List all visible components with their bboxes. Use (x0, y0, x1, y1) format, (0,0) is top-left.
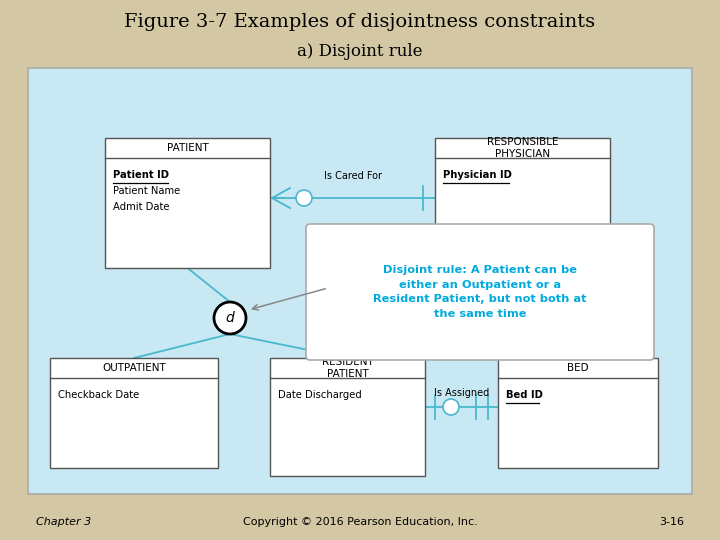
Bar (435, 138, 610, 248)
Text: Figure 3-7 Examples of disjointness constraints: Figure 3-7 Examples of disjointness cons… (125, 13, 595, 31)
Bar (105, 138, 270, 268)
FancyBboxPatch shape (306, 224, 654, 360)
Text: Bed ID: Bed ID (506, 390, 543, 400)
Circle shape (214, 302, 246, 334)
Text: Physician ID: Physician ID (443, 170, 512, 180)
Circle shape (443, 399, 459, 415)
Text: Chapter 3: Chapter 3 (36, 517, 91, 527)
Text: Is Assigned: Is Assigned (434, 388, 489, 398)
Bar (50, 358, 218, 468)
Text: RESPONSIBLE
PHYSICIAN: RESPONSIBLE PHYSICIAN (487, 137, 558, 159)
Text: Date Discharged: Date Discharged (278, 390, 361, 400)
Text: 3-16: 3-16 (659, 517, 684, 527)
Text: RESIDENT
PATIENT: RESIDENT PATIENT (322, 357, 374, 379)
Text: Admit Date: Admit Date (113, 202, 169, 212)
Bar (498, 358, 658, 468)
Text: Patient ID: Patient ID (113, 170, 169, 180)
Text: PATIENT: PATIENT (166, 143, 208, 153)
Bar (270, 358, 425, 476)
Text: Copyright © 2016 Pearson Education, Inc.: Copyright © 2016 Pearson Education, Inc. (243, 517, 477, 527)
Circle shape (296, 190, 312, 206)
Text: Patient Name: Patient Name (113, 186, 180, 196)
Text: OUTPATIENT: OUTPATIENT (102, 363, 166, 373)
Text: d: d (225, 311, 235, 325)
Text: Disjoint rule: A Patient can be
either an Outpatient or a
Resident Patient, but : Disjoint rule: A Patient can be either a… (373, 265, 587, 319)
Text: a) Disjoint rule: a) Disjoint rule (297, 44, 423, 60)
Text: Checkback Date: Checkback Date (58, 390, 139, 400)
Text: BED: BED (567, 363, 589, 373)
Text: Is Cared For: Is Cared For (323, 171, 382, 181)
Bar (28, 68, 692, 494)
